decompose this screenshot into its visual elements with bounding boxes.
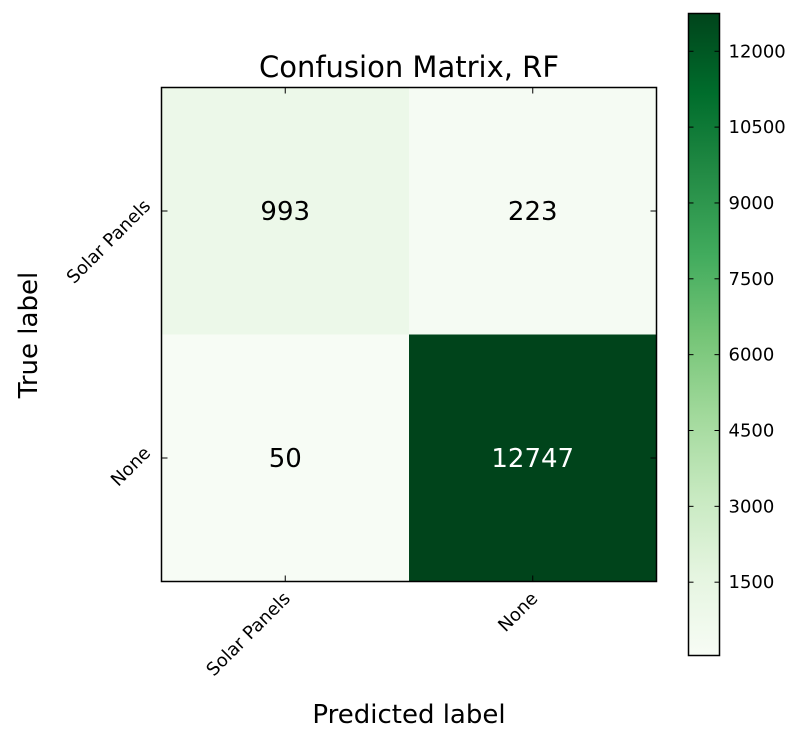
colorbar-tick-label: 3000 (729, 496, 775, 517)
colorbar-tick-label: 1500 (729, 572, 775, 593)
y-tick-label: None (107, 443, 155, 491)
axis-ticks (161, 87, 657, 582)
colorbar-tick-label: 9000 (729, 193, 775, 214)
cell-value-label: 50 (269, 444, 302, 474)
y-axis-label: True label (14, 272, 44, 399)
heatmap-cell-labels: 993 223 50 12747 (260, 197, 574, 474)
x-tick-labels: Solar Panels None (202, 588, 542, 680)
x-tick-label: Solar Panels (202, 588, 294, 680)
heatmap-cell (409, 334, 657, 582)
cell-value-label: 12747 (491, 444, 574, 474)
heatmap-cell (161, 334, 410, 582)
colorbar-tick-label: 12000 (729, 41, 786, 62)
colorbar-tick-label: 4500 (729, 420, 775, 441)
plot-frame (160, 86, 658, 583)
heatmap-cell (161, 87, 410, 335)
x-axis-label: Predicted label (312, 700, 505, 730)
x-tick-label: None (494, 588, 542, 636)
chart-title: Confusion Matrix, RF (259, 50, 559, 84)
cell-value-label: 223 (508, 197, 558, 227)
heatmap-cells (161, 87, 657, 582)
colorbar (687, 12, 721, 657)
y-tick-labels: Solar Panels None (63, 196, 155, 491)
heatmap-cell (409, 87, 657, 335)
y-tick-label: Solar Panels (63, 196, 155, 288)
colorbar-tick-label: 10500 (729, 117, 786, 138)
colorbar-ticks: 1500 3000 4500 6000 7500 9000 10500 12000 (688, 41, 786, 593)
colorbar-tick-label: 7500 (729, 269, 775, 290)
colorbar-tick-label: 6000 (729, 345, 775, 366)
cell-value-label: 993 (260, 197, 310, 227)
